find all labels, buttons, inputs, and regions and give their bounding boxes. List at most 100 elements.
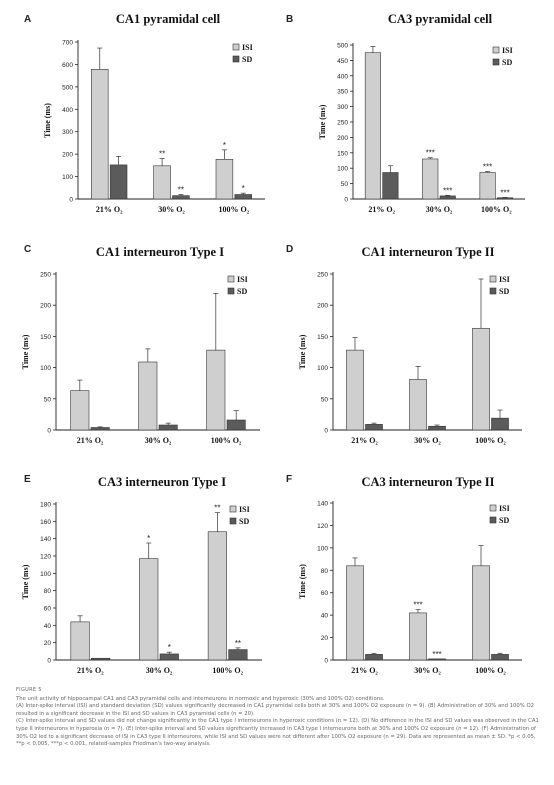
caption-paragraph-1: (A) Inter-spike interval (ISI) and stand… [16, 703, 535, 717]
bar-isi [479, 172, 496, 200]
y-tick-label: 60 [44, 606, 52, 613]
y-axis-label: Time (ms) [43, 103, 52, 138]
significance-mark: *** [426, 149, 435, 158]
legend-swatch-sd [227, 287, 235, 295]
bar-sd [172, 195, 190, 200]
legend-swatch-sd [229, 517, 237, 525]
significance-mark: ** [178, 186, 184, 195]
y-tick-label: 300 [62, 129, 73, 136]
panel-letter: F [286, 474, 292, 485]
legend-label: SD [502, 58, 512, 67]
x-tick-label: 30% O₂ [145, 436, 172, 445]
bar-isi [409, 612, 427, 661]
x-tick-label: 100% O₂ [219, 205, 250, 214]
y-tick-label: 0 [324, 658, 328, 665]
x-tick-label: 21% O₂ [351, 666, 378, 675]
bar-isi [346, 565, 364, 661]
legend-swatch-sd [489, 516, 497, 524]
legend-swatch-sd [489, 287, 497, 295]
y-tick-label: 0 [344, 197, 348, 204]
x-tick-label: 100% O₂ [475, 436, 506, 445]
caption-title: The unit activity of hippocampal CA1 and… [16, 695, 385, 702]
y-axis-label: Time (ms) [21, 334, 30, 369]
significance-mark: * [168, 643, 171, 652]
y-tick-label: 250 [317, 272, 328, 279]
y-axis-label: Time (ms) [21, 564, 30, 599]
legend-label: ISI [499, 275, 510, 284]
chart-title: CA1 pyramidal cell [116, 12, 221, 26]
x-tick-label: 30% O₂ [158, 205, 185, 214]
legend-label: SD [239, 517, 249, 526]
y-tick-label: 400 [337, 73, 348, 80]
chart-panel-e: E CA3 interneuron Type I 0 20 40 60 80 100 120 14… [21, 474, 262, 675]
bar-isi [409, 379, 427, 431]
bar-isi [70, 390, 90, 431]
chart-panel-f: F CA3 interneuron Type II 0 20 40 60 80 100 120 1… [286, 474, 522, 675]
significance-mark: *** [483, 163, 492, 172]
y-tick-label: 150 [337, 150, 348, 157]
y-tick-label: 150 [40, 334, 51, 341]
chart-panel-b: B CA3 pyramidal cell 0 50 100 150 200 250 300 350… [286, 12, 525, 214]
bar-sd [90, 427, 110, 431]
y-tick-label: 100 [317, 545, 328, 552]
bar-sd [228, 649, 248, 661]
x-tick-label: 30% O₂ [414, 436, 441, 445]
y-tick-label: 160 [40, 519, 51, 526]
y-tick-label: 0 [47, 658, 51, 665]
bar-sd [497, 197, 514, 200]
y-tick-label: 400 [62, 107, 73, 114]
legend-label: SD [237, 287, 247, 296]
y-tick-label: 0 [324, 428, 328, 435]
y-tick-label: 100 [337, 166, 348, 173]
figure-label: FIGURE 5 [16, 687, 42, 693]
y-tick-label: 50 [321, 396, 329, 403]
y-axis-label: Time (ms) [298, 564, 307, 599]
bar-isi [153, 165, 171, 200]
bar-sd [365, 424, 383, 431]
y-tick-label: 600 [62, 62, 73, 69]
bar-isi [139, 558, 159, 661]
chart-title: CA1 interneuron Type II [361, 245, 494, 259]
x-tick-label: 21% O₂ [96, 205, 123, 214]
y-tick-label: 60 [321, 590, 329, 597]
y-axis-label: Time (ms) [298, 334, 307, 369]
y-tick-label: 500 [62, 84, 73, 91]
chart-panel-c: C CA1 interneuron Type I 0 50 100 150 200 250 Ti… [21, 244, 260, 445]
legend-label: SD [499, 287, 509, 296]
y-tick-label: 80 [44, 588, 52, 595]
x-tick-label: 21% O₂ [77, 666, 104, 675]
bar-sd [234, 194, 252, 200]
legend-label: ISI [499, 504, 510, 513]
legend-label: ISI [239, 505, 250, 514]
y-tick-label: 180 [40, 502, 51, 509]
panel-letter: E [24, 474, 31, 485]
significance-mark: * [242, 184, 245, 193]
bar-sd [365, 654, 383, 661]
bar-isi [422, 158, 439, 200]
x-tick-label: 30% O₂ [414, 666, 441, 675]
legend-swatch-sd [492, 58, 500, 66]
y-tick-label: 200 [40, 303, 51, 310]
significance-mark: ** [235, 639, 241, 648]
y-tick-label: 40 [44, 623, 52, 630]
bar-sd [428, 425, 446, 431]
y-tick-label: 150 [317, 334, 328, 341]
bar-sd [226, 419, 246, 431]
x-tick-label: 30% O₂ [426, 205, 453, 214]
x-tick-label: 100% O₂ [475, 666, 506, 675]
chart-title: CA1 interneuron Type I [96, 245, 224, 259]
bar-isi [215, 159, 234, 200]
y-axis-label: Time (ms) [318, 104, 327, 139]
y-tick-label: 250 [337, 120, 348, 127]
significance-mark: * [147, 534, 150, 543]
y-tick-label: 140 [40, 536, 51, 543]
figure-panels: A CA1 pyramidal cell 0 100 200 300 400 500 600 70… [21, 12, 525, 675]
bar-sd [91, 657, 111, 661]
figure-caption: FIGURE 5 The unit activity of hippocampa… [16, 687, 542, 749]
chart-title: CA3 interneuron Type I [98, 475, 226, 489]
legend-label: ISI [242, 43, 253, 52]
bar-sd [158, 424, 178, 431]
bar-isi [206, 349, 226, 431]
y-tick-label: 0 [69, 197, 73, 204]
bar-sd [439, 195, 456, 200]
